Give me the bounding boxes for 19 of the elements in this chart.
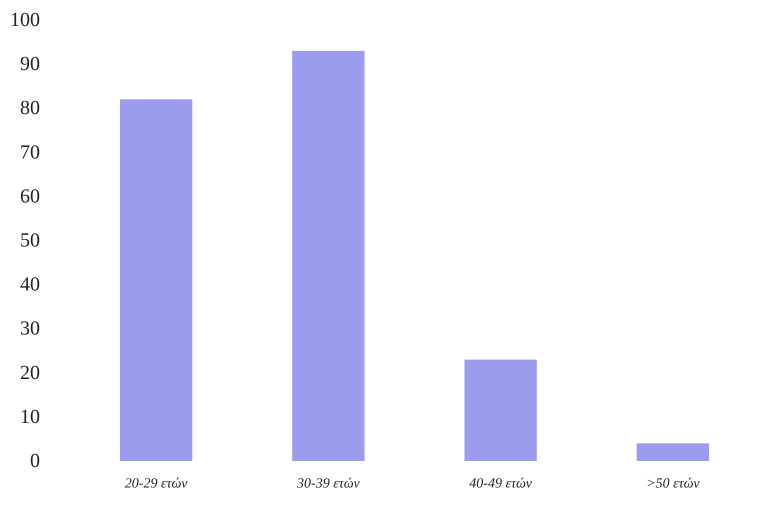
x-tick-label: 40-49 ετών	[469, 476, 533, 492]
y-tick-label: 40	[20, 274, 40, 296]
y-tick-label: 60	[20, 185, 40, 208]
bar	[292, 50, 365, 461]
y-tick-label: 10	[20, 406, 40, 428]
y-tick-label: 100	[10, 9, 40, 31]
y-tick-label: 70	[20, 141, 40, 164]
y-tick-label: 80	[20, 97, 40, 120]
y-tick-label: 50	[20, 230, 40, 252]
x-tick-label: >50 ετών	[646, 476, 700, 492]
bar	[464, 360, 537, 461]
bar	[120, 99, 192, 461]
y-tick-label: 30	[20, 318, 40, 340]
x-tick-label: 20-29 ετών	[124, 476, 188, 492]
bar	[636, 443, 710, 461]
y-tick-label: 0	[30, 450, 40, 472]
y-tick-label: 20	[20, 362, 40, 384]
x-tick-label: 30-39 ετών	[296, 476, 360, 492]
y-tick-label: 90	[20, 53, 40, 76]
